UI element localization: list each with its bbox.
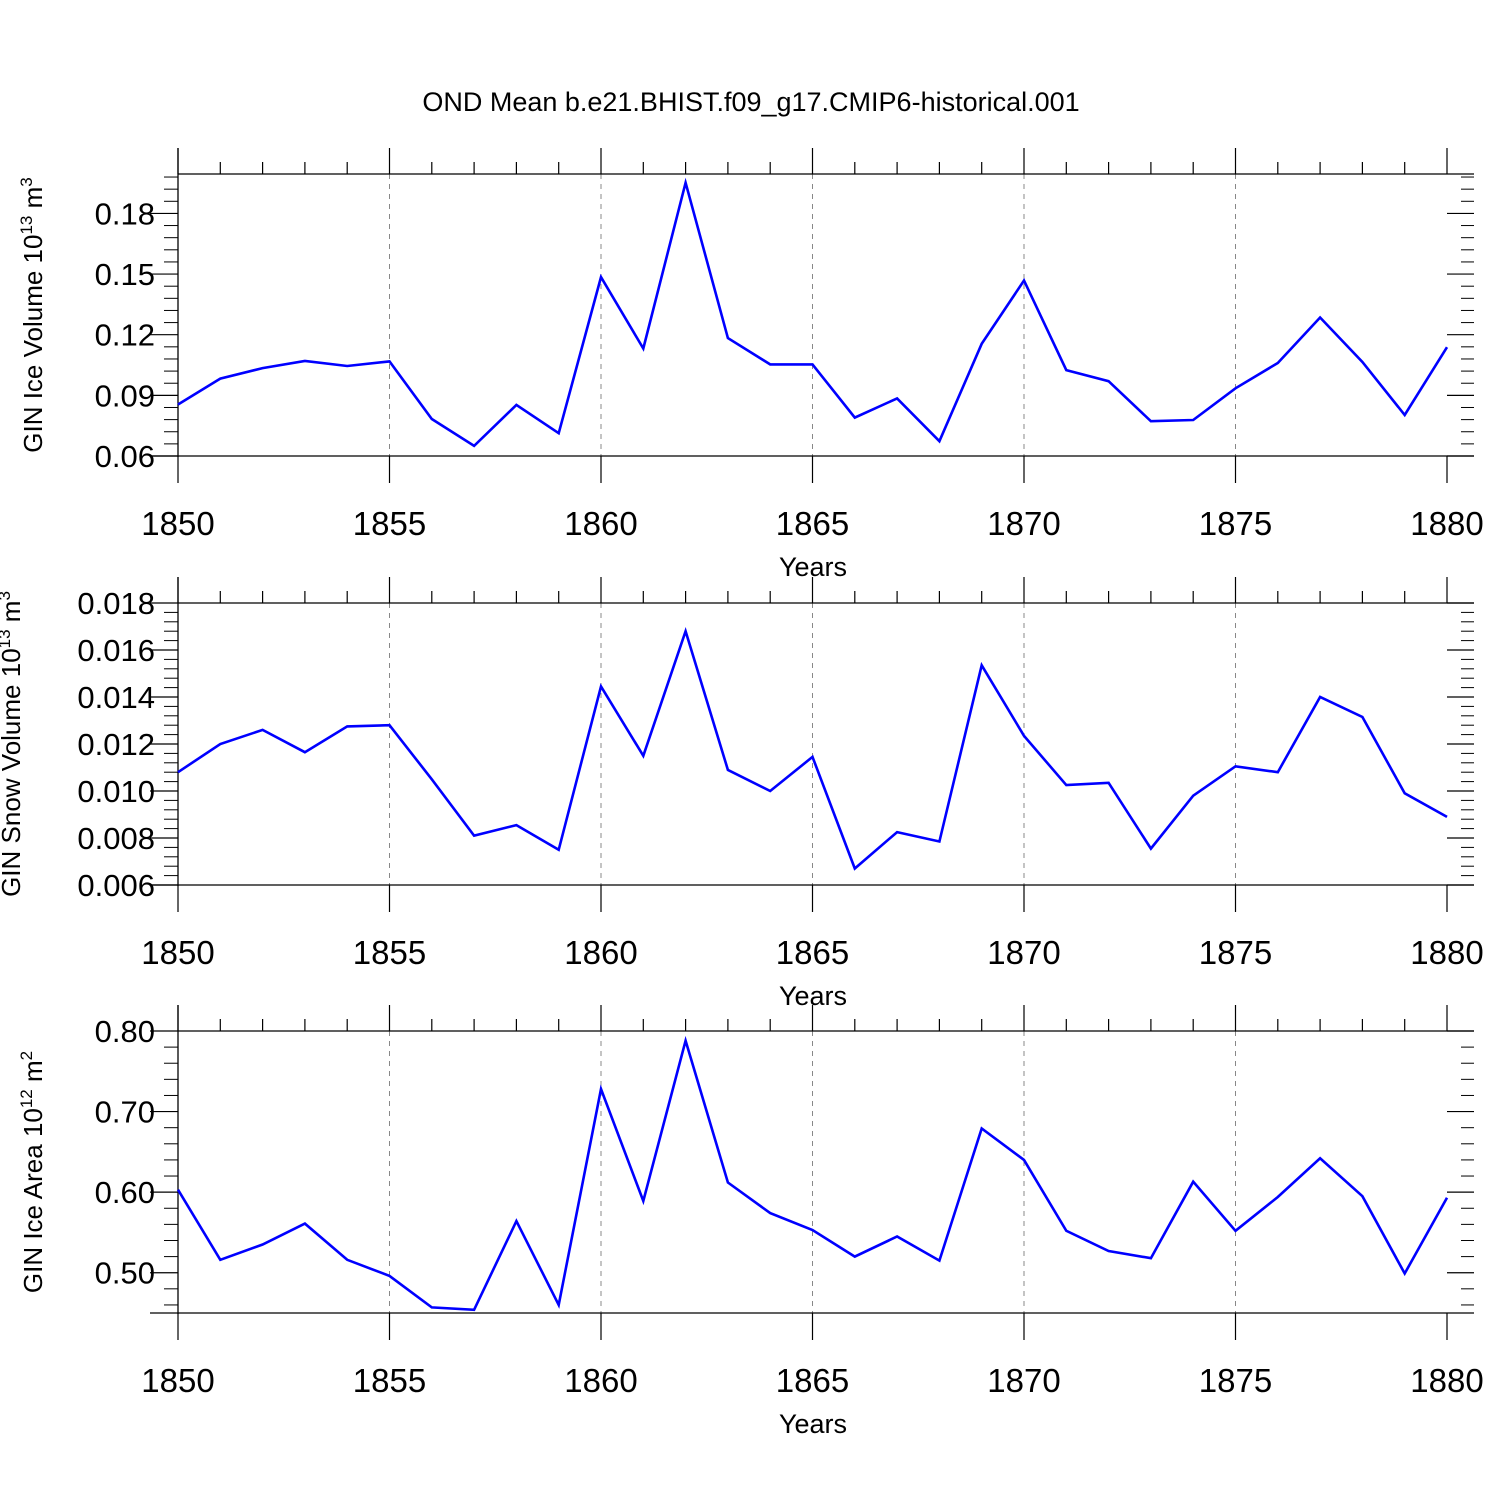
y-tick-label: 0.50 [95,1256,155,1291]
y-tick-label: 0.80 [95,1014,155,1049]
y-axis-label-unit-exponent: 2 [17,1051,36,1060]
y-tick-label: 0.012 [77,727,155,762]
x-tick-label: 1860 [564,934,637,971]
x-tick-label: 1860 [564,505,637,542]
x-tick-label: 1865 [776,934,849,971]
y-axis-label-main: GIN Ice Volume 10 [18,235,48,453]
x-tick-label: 1850 [141,505,214,542]
y-axis-label-unit-exponent: 3 [17,177,36,186]
y-tick-label: 0.018 [77,586,155,621]
y-tick-label: 0.010 [77,774,155,809]
x-tick-label: 1865 [776,505,849,542]
y-axis-label-exponent: 13 [17,216,36,235]
x-tick-label: 1875 [1199,1362,1272,1399]
y-tick-label: 0.70 [95,1095,155,1130]
x-tick-label: 1880 [1410,1362,1483,1399]
y-axis-label-exponent: 12 [17,1089,36,1108]
y-tick-label: 0.008 [77,821,155,856]
y-axis-label-unit: m [18,187,48,216]
x-tick-label: 1855 [353,505,426,542]
x-tick-label: 1870 [987,934,1060,971]
y-tick-label: 0.12 [95,318,155,353]
y-axis-label-unit: m [18,1060,48,1089]
x-tick-label: 1870 [987,1362,1060,1399]
x-tick-label: 1865 [776,1362,849,1399]
y-tick-label: 0.006 [77,868,155,903]
x-axis-label: Years [779,1409,847,1439]
y-tick-label: 0.09 [95,378,155,413]
y-axis-label: GIN Ice Area 1012 m2 [17,1051,48,1293]
x-tick-label: 1880 [1410,505,1483,542]
x-tick-label: 1855 [353,1362,426,1399]
x-tick-label: 1880 [1410,934,1483,971]
x-tick-label: 1855 [353,934,426,971]
y-axis-label-main: GIN Snow Volume 10 [0,648,26,897]
y-tick-label: 0.014 [77,680,155,715]
y-tick-label: 0.15 [95,257,155,292]
y-axis-label-main: GIN Ice Area 10 [18,1108,48,1293]
x-tick-label: 1860 [564,1362,637,1399]
x-tick-label: 1875 [1199,505,1272,542]
y-tick-label: 0.06 [95,439,155,474]
y-axis-label-unit-exponent: 3 [0,591,14,600]
x-tick-label: 1850 [141,1362,214,1399]
x-tick-label: 1875 [1199,934,1272,971]
chart-title: OND Mean b.e21.BHIST.f09_g17.CMIP6-histo… [422,87,1079,117]
y-axis-label-unit: m [0,601,26,630]
x-tick-label: 1870 [987,505,1060,542]
x-tick-label: 1850 [141,934,214,971]
y-tick-label: 0.18 [95,196,155,231]
y-axis-label-exponent: 13 [0,629,14,648]
y-tick-label: 0.60 [95,1175,155,1210]
y-tick-label: 0.016 [77,633,155,668]
